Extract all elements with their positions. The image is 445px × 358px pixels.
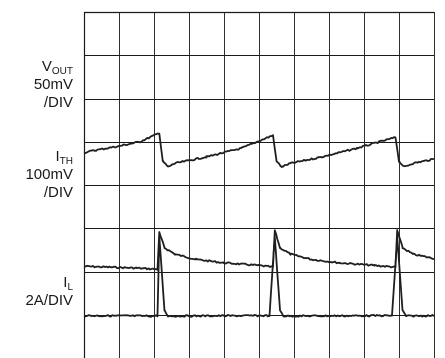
graticule-grid bbox=[83, 11, 435, 358]
trace-vout bbox=[83, 229, 435, 271]
traces bbox=[83, 132, 435, 318]
channel-label-il: IL 2A/DIV bbox=[25, 274, 73, 309]
trace-il bbox=[83, 235, 435, 318]
trace-ith bbox=[83, 132, 435, 168]
channel-label-ith: ITH 100mV /DIV bbox=[25, 148, 73, 201]
channel-label-vout: VOUT 50mV /DIV bbox=[33, 58, 73, 111]
